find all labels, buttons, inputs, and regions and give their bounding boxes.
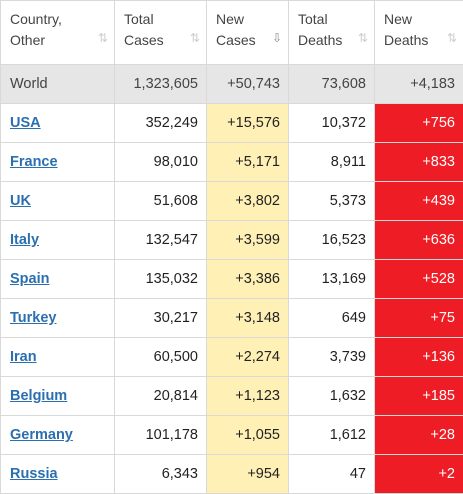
new-cases-cell: +15,576: [207, 104, 289, 143]
new-cases-cell: +1,123: [207, 377, 289, 416]
total-cases-cell: 135,032: [115, 260, 207, 299]
table-row: Germany 101,178 +1,055 1,612 +28: [1, 416, 463, 455]
new-cases-cell: +3,386: [207, 260, 289, 299]
country-link[interactable]: Spain: [10, 271, 49, 287]
country-link[interactable]: Belgium: [10, 388, 67, 404]
country-link[interactable]: USA: [10, 115, 41, 131]
new-deaths-cell: +185: [375, 377, 463, 416]
table-row: Spain 135,032 +3,386 13,169 +528: [1, 260, 463, 299]
total-cases-cell: 20,814: [115, 377, 207, 416]
new-cases-cell: +3,148: [207, 299, 289, 338]
total-cases-cell: 60,500: [115, 338, 207, 377]
total-deaths-cell: 8,911: [289, 143, 375, 182]
new-cases-cell: +3,802: [207, 182, 289, 221]
country-link[interactable]: Russia: [10, 466, 58, 482]
country-link[interactable]: Iran: [10, 349, 37, 365]
total-deaths-cell: 16,523: [289, 221, 375, 260]
new-cases-cell: +3,599: [207, 221, 289, 260]
header-country[interactable]: Country,Other ⇅: [1, 1, 115, 65]
country-link[interactable]: Germany: [10, 427, 73, 443]
new-deaths-cell: +75: [375, 299, 463, 338]
total-deaths-cell: 3,739: [289, 338, 375, 377]
header-new-cases-line1: New: [216, 9, 288, 30]
header-total-cases-line1: Total: [124, 9, 206, 30]
new-cases-cell: +1,055: [207, 416, 289, 455]
table-row: France 98,010 +5,171 8,911 +833: [1, 143, 463, 182]
total-deaths-cell: 73,608: [289, 65, 375, 104]
table-row: Iran 60,500 +2,274 3,739 +136: [1, 338, 463, 377]
country-link[interactable]: Italy: [10, 232, 39, 248]
table-row: USA 352,249 +15,576 10,372 +756: [1, 104, 463, 143]
new-deaths-cell: +528: [375, 260, 463, 299]
new-cases-cell: +50,743: [207, 65, 289, 104]
total-cases-cell: 98,010: [115, 143, 207, 182]
new-cases-cell: +2,274: [207, 338, 289, 377]
total-deaths-cell: 649: [289, 299, 375, 338]
sort-desc-icon[interactable]: ⇩: [272, 31, 280, 45]
total-cases-cell: 1,323,605: [115, 65, 207, 104]
header-new-deaths-line1: New: [384, 9, 463, 30]
new-deaths-cell: +136: [375, 338, 463, 377]
new-deaths-cell: +4,183: [375, 65, 463, 104]
total-deaths-cell: 13,169: [289, 260, 375, 299]
new-cases-cell: +5,171: [207, 143, 289, 182]
world-row: World 1,323,605 +50,743 73,608 +4,183: [1, 65, 463, 104]
sort-icon[interactable]: ⇅: [190, 31, 198, 45]
country-link[interactable]: UK: [10, 193, 31, 209]
total-cases-cell: 51,608: [115, 182, 207, 221]
sort-icon[interactable]: ⇅: [358, 31, 366, 45]
total-cases-cell: 101,178: [115, 416, 207, 455]
header-country-line1: Country,: [10, 9, 114, 30]
table-row: Belgium 20,814 +1,123 1,632 +185: [1, 377, 463, 416]
total-cases-cell: 132,547: [115, 221, 207, 260]
table-row: Italy 132,547 +3,599 16,523 +636: [1, 221, 463, 260]
sort-icon[interactable]: ⇅: [98, 31, 106, 45]
total-cases-cell: 352,249: [115, 104, 207, 143]
table-row: Turkey 30,217 +3,148 649 +75: [1, 299, 463, 338]
total-cases-cell: 30,217: [115, 299, 207, 338]
total-deaths-cell: 1,632: [289, 377, 375, 416]
table-row: UK 51,608 +3,802 5,373 +439: [1, 182, 463, 221]
country-name: World: [1, 65, 115, 104]
total-deaths-cell: 1,612: [289, 416, 375, 455]
country-link[interactable]: Turkey: [10, 310, 56, 326]
new-deaths-cell: +28: [375, 416, 463, 455]
new-deaths-cell: +756: [375, 104, 463, 143]
country-link[interactable]: France: [10, 154, 58, 170]
header-total-deaths-line1: Total: [298, 9, 374, 30]
new-deaths-cell: +636: [375, 221, 463, 260]
sort-icon[interactable]: ⇅: [447, 31, 455, 45]
new-deaths-cell: +439: [375, 182, 463, 221]
new-deaths-cell: +833: [375, 143, 463, 182]
total-deaths-cell: 10,372: [289, 104, 375, 143]
total-deaths-cell: 5,373: [289, 182, 375, 221]
